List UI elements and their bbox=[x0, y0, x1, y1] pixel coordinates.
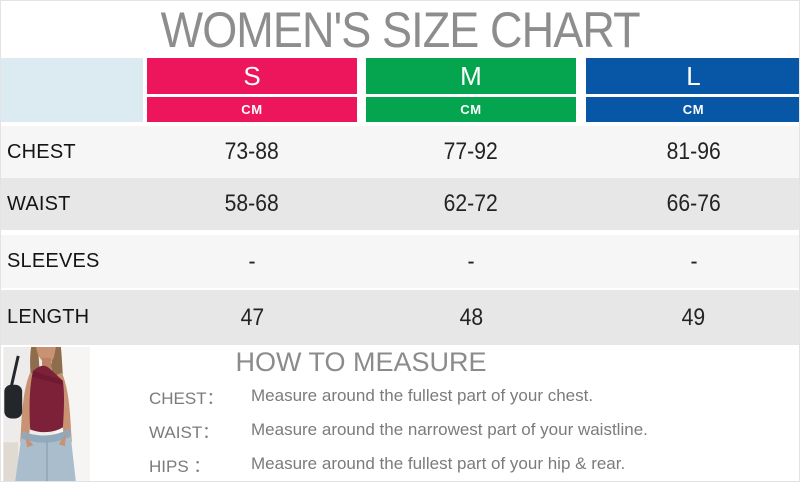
unit-cell-s: CM bbox=[147, 97, 357, 122]
size-header-l: L bbox=[586, 58, 799, 94]
cell-chest-m: 77-92 bbox=[443, 138, 499, 165]
table-row-waist: WAIST 58-68 62-72 66-76 bbox=[1, 178, 799, 230]
cell-waist-m: 62-72 bbox=[443, 190, 499, 217]
cell-length-m: 48 bbox=[459, 303, 483, 331]
table-row-length: LENGTH 47 48 49 bbox=[1, 290, 799, 345]
product-photo bbox=[3, 347, 90, 481]
cell-sleeves-l: - bbox=[689, 247, 698, 275]
measure-instructions: CHEST： Measure around the fullest part o… bbox=[149, 379, 648, 481]
page-title-text: WOMEN'S SIZE CHART bbox=[160, 1, 640, 58]
table-row-chest: CHEST 73-88 77-92 81-96 bbox=[1, 126, 799, 178]
cell-length-s: 47 bbox=[240, 303, 264, 331]
measure-text: Measure around the narrowest part of you… bbox=[251, 420, 648, 439]
cell-sleeves-s: - bbox=[248, 247, 256, 275]
row-label: CHEST bbox=[7, 140, 76, 163]
measure-label: WAIST： bbox=[149, 422, 220, 442]
row-label: LENGTH bbox=[7, 306, 90, 328]
cell-waist-l: 66-76 bbox=[666, 190, 721, 217]
cell-chest-l: 81-96 bbox=[666, 138, 721, 165]
how-to-measure-section: HOW TO MEASURE CHEST： Measure around the… bbox=[1, 345, 799, 481]
unit-cell-l: CM bbox=[586, 97, 799, 122]
row-label: SLEEVES bbox=[7, 250, 100, 272]
how-to-measure-heading: HOW TO MEASURE bbox=[235, 347, 487, 377]
measure-line-waist: WAIST： Measure around the narrowest part… bbox=[149, 413, 648, 447]
cell-waist-s: 58-68 bbox=[224, 190, 280, 217]
page-title: WOMEN'S SIZE CHART bbox=[1, 1, 799, 58]
measure-label: CHEST： bbox=[149, 388, 224, 408]
cell-chest-s: 73-88 bbox=[224, 138, 280, 165]
measure-text: Measure around the fullest part of your … bbox=[251, 386, 594, 405]
measure-label: HIPS ： bbox=[149, 456, 211, 476]
size-table-header: S M L CM CM CM bbox=[1, 58, 799, 122]
unit-cell-m: CM bbox=[366, 97, 576, 122]
row-label: WAIST bbox=[7, 192, 71, 215]
cell-length-l: 49 bbox=[681, 303, 706, 331]
header-corner-cell bbox=[1, 58, 143, 122]
cell-sleeves-m: - bbox=[467, 247, 475, 275]
measure-line-chest: CHEST： Measure around the fullest part o… bbox=[149, 379, 648, 413]
size-header-s: S bbox=[147, 58, 357, 94]
table-row-sleeves: SLEEVES - - - bbox=[1, 235, 799, 288]
measure-text: Measure around the fullest part of your … bbox=[251, 454, 626, 473]
size-header-m: M bbox=[366, 58, 576, 94]
measure-line-hips: HIPS ： Measure around the fullest part o… bbox=[149, 447, 648, 481]
